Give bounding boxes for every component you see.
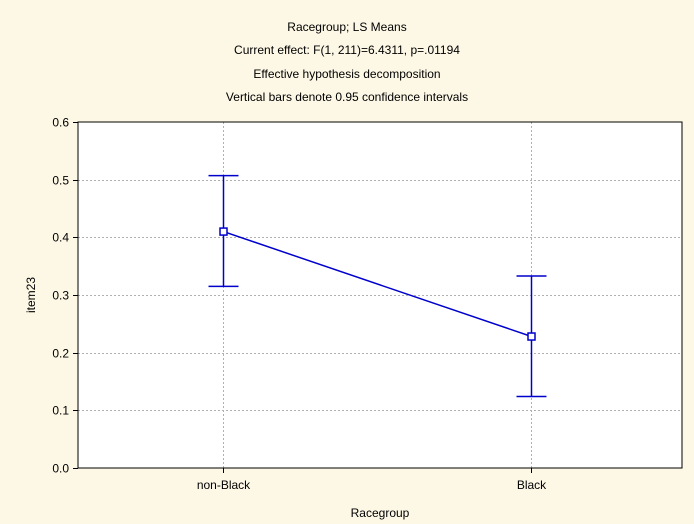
x-axis-ticks: non-Black Black (197, 468, 547, 492)
y-tick-label: 0.1 (52, 404, 69, 418)
y-axis-label: item23 (24, 277, 38, 313)
series-line (223, 230, 532, 338)
x-tick-label: Black (517, 478, 547, 492)
y-tick-label: 0.0 (52, 462, 69, 476)
y-tick-label: 0.2 (52, 347, 69, 361)
data-point (219, 227, 228, 236)
x-axis-label: Racegroup (351, 506, 410, 520)
y-tick-label: 0.3 (52, 289, 69, 303)
chart-subtitle-ci-note: Vertical bars denote 0.95 confidence int… (226, 90, 468, 104)
chart-title-group: Racegroup; LS Means Current effect: F(1,… (226, 20, 468, 104)
data-point (527, 332, 536, 341)
y-tick-label: 0.4 (52, 231, 69, 245)
gridlines (78, 122, 682, 468)
x-tick-label: non-Black (197, 478, 251, 492)
series-layer (208, 174, 547, 398)
y-tick-label: 0.6 (52, 116, 69, 130)
chart-subtitle-hypothesis: Effective hypothesis decomposition (253, 67, 440, 81)
chart-subtitle-effect: Current effect: F(1, 211)=6.4311, p=.011… (234, 43, 460, 57)
y-axis-ticks: 0.0 0.1 0.2 0.3 0.4 0.5 0.6 (52, 116, 78, 476)
y-tick-label: 0.5 (52, 174, 69, 188)
chart-title: Racegroup; LS Means (287, 20, 406, 34)
